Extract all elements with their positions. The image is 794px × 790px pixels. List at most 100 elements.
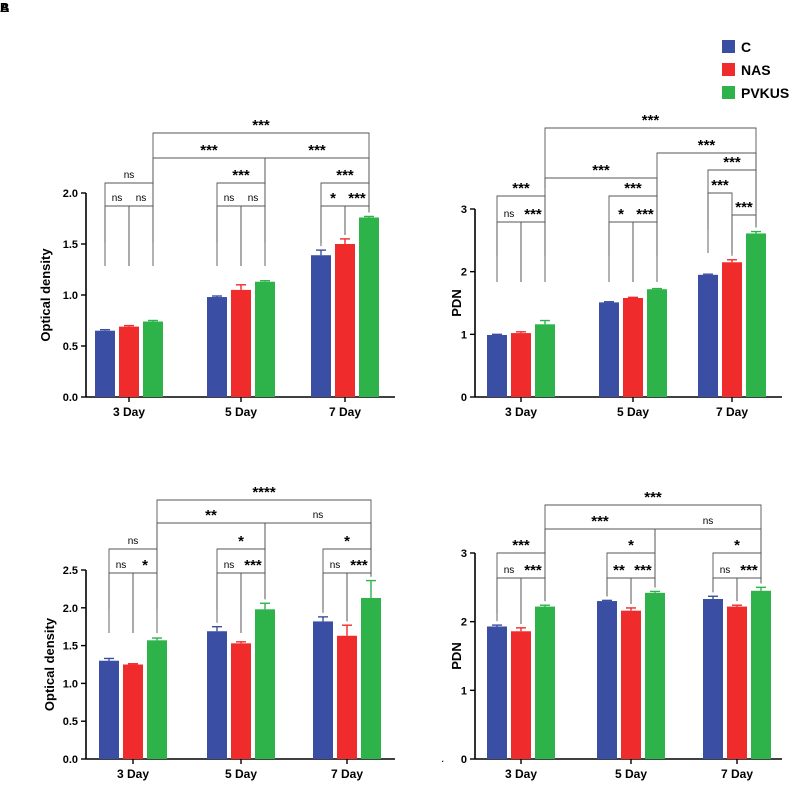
y-tick-label: 3 — [461, 204, 467, 216]
significance-label: ns — [313, 510, 324, 521]
significance-label: ns — [124, 170, 135, 181]
significance-label: *** — [644, 489, 662, 506]
chart-top-left: 0.0 0.5 1.0 1.5 2.0 Optical density 3 Day 5 Day… — [38, 117, 395, 419]
y-axis-label: Optical density — [38, 248, 53, 342]
significance-label: *** — [336, 167, 354, 184]
significance-label: ns — [504, 565, 515, 576]
y-tick-label: 2.5 — [63, 565, 78, 577]
x-tick-label: 7 Day — [329, 405, 361, 419]
bar-c — [487, 334, 507, 397]
x-tick-label: 7 Day — [721, 767, 753, 781]
significance-bracket — [152, 132, 370, 193]
bar-pvkus — [535, 324, 555, 397]
x-tick-label: 5 Day — [615, 767, 647, 781]
bar-c — [207, 631, 227, 759]
significance-label: *** — [350, 557, 368, 574]
y-tick-label: 1.0 — [63, 290, 78, 302]
bar-nas — [337, 635, 357, 759]
bar-nas — [231, 643, 251, 759]
bar-c — [207, 297, 227, 397]
y-tick-label: 0.0 — [63, 392, 78, 404]
significance-bracket — [108, 572, 134, 633]
significance-bracket — [632, 221, 658, 282]
significance-label: **** — [252, 484, 276, 501]
bar-nas — [335, 244, 355, 397]
significance-bracket — [104, 205, 130, 266]
significance-bracket — [156, 499, 372, 560]
legend-swatch-c — [722, 40, 735, 53]
significance-label: * — [628, 537, 634, 554]
significance-bracket — [128, 205, 154, 266]
significance-bracket — [264, 522, 372, 583]
significance-label: ns — [504, 209, 515, 220]
significance-label: *** — [244, 557, 262, 574]
y-tick-label: 1.5 — [63, 239, 78, 251]
significance-label: *** — [200, 142, 218, 159]
significance-label: * — [734, 537, 740, 554]
bar-c — [599, 302, 619, 397]
significance-bracket — [240, 205, 266, 266]
significance-label: *** — [711, 177, 729, 194]
significance-label: *** — [512, 180, 530, 197]
significance-bracket — [544, 504, 762, 565]
y-tick-label: 2 — [461, 267, 467, 279]
significance-label: *** — [634, 562, 652, 579]
bar-pvkus — [746, 233, 766, 397]
x-tick-label: 3 Day — [113, 405, 145, 419]
bar-pvkus — [359, 217, 379, 397]
bar-nas — [511, 631, 531, 759]
bar-nas — [727, 606, 747, 759]
significance-label: * — [344, 533, 350, 550]
x-tick-label: 3 Day — [505, 405, 537, 419]
y-tick-label: 1 — [461, 329, 467, 341]
bar-nas — [119, 326, 139, 397]
legend: C NAS PVKUS — [722, 39, 789, 101]
bar-nas — [623, 297, 643, 397]
y-axis-label: Optical density — [42, 617, 57, 711]
y-tick-label: 2.0 — [63, 188, 78, 200]
y-tick-label: 1.0 — [63, 678, 78, 690]
bar-pvkus — [255, 281, 275, 397]
significance-bracket — [132, 572, 158, 633]
bar-c — [703, 599, 723, 759]
significance-bracket — [520, 221, 546, 282]
significance-label: ns — [116, 560, 127, 571]
significance-label: *** — [524, 562, 542, 579]
significance-label: ns — [128, 536, 139, 547]
significance-bracket — [544, 127, 757, 188]
significance-label: *** — [591, 513, 609, 530]
significance-label: *** — [636, 206, 654, 223]
x-tick-label: 7 Day — [716, 405, 748, 419]
significance-label: *** — [232, 167, 250, 184]
bar-c — [99, 660, 119, 759]
significance-bracket — [216, 205, 242, 266]
y-tick-label: 0.0 — [63, 754, 78, 766]
y-tick-label: 0 — [461, 754, 467, 766]
significance-bracket — [707, 192, 733, 253]
legend-label-pvkus: PVKUS — [741, 85, 789, 101]
significance-bracket — [544, 528, 656, 589]
chart-bottom-left: 0.0 0.5 1.0 1.5 2.0 2.5 Optical density 3 Day 5 … — [42, 484, 395, 781]
bar-c — [95, 330, 115, 397]
significance-label: ns — [720, 565, 731, 576]
bar-pvkus — [255, 609, 275, 759]
significance-label: *** — [735, 199, 753, 216]
x-tick-label: 5 Day — [225, 405, 257, 419]
significance-label: *** — [592, 162, 610, 179]
y-axis-label: PDN — [449, 289, 464, 316]
bar-pvkus — [361, 597, 381, 759]
x-tick-label: 7 Day — [331, 767, 363, 781]
bar-nas — [231, 289, 251, 397]
y-axis-label: PDN — [449, 642, 464, 669]
significance-bracket — [320, 205, 346, 247]
significance-label: *** — [698, 137, 716, 154]
significance-bracket — [496, 221, 522, 282]
legend-label-c: C — [741, 39, 751, 55]
significance-bracket — [156, 522, 266, 583]
significance-label: * — [618, 206, 624, 223]
y-tick-label: 3 — [461, 548, 467, 560]
y-tick-label: 1.5 — [63, 641, 78, 653]
significance-label: ** — [205, 507, 217, 524]
